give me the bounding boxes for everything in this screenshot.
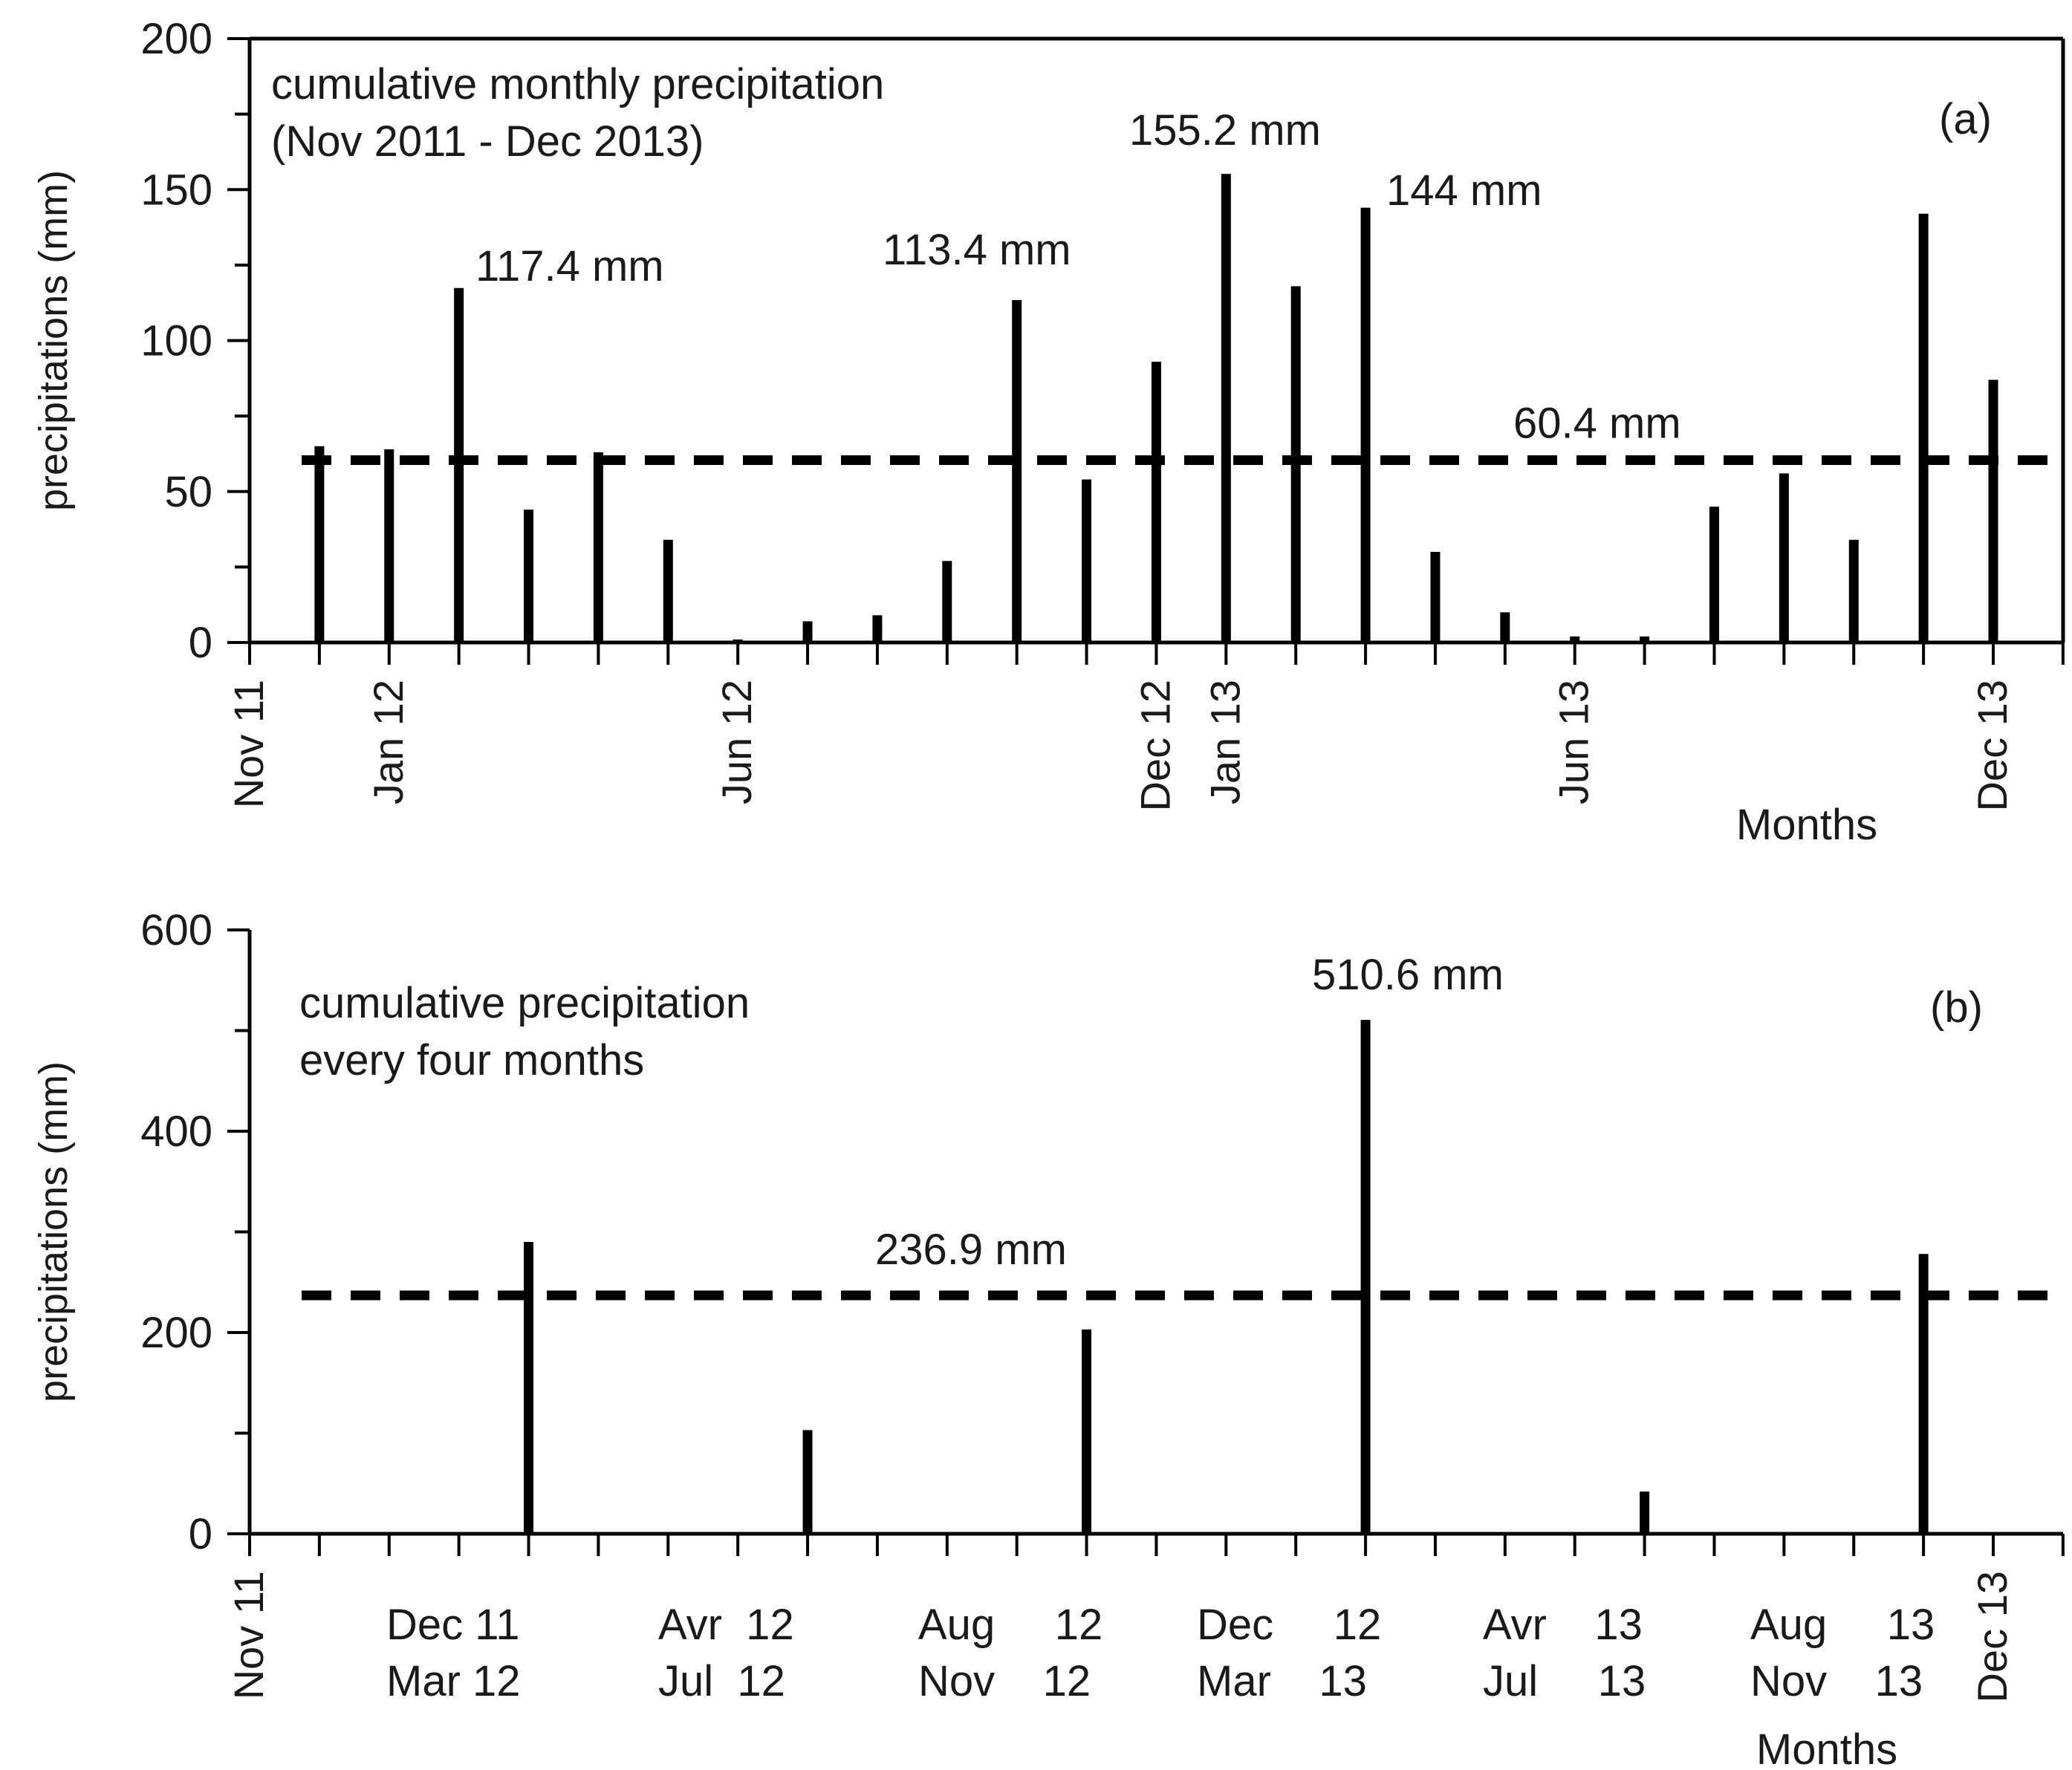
mean-label: 236.9 mm [875, 1226, 1067, 1274]
x-category-label: Jul 12 [658, 1657, 785, 1705]
y-tick-label: 0 [189, 1510, 212, 1558]
x-axis-title: Months [1736, 801, 1877, 849]
x-category-label: Avr 13 [1483, 1601, 1643, 1649]
x-tick-label: Jan 13 [1201, 680, 1248, 804]
chart-panel-a: 0 50 100 150 200 precipitations (mm) cumulativ… [31, 15, 2065, 849]
x-category-label: Mar 12 [386, 1657, 521, 1705]
x-tick-label: Dec 13 [1969, 680, 2016, 811]
chart-title-line: (Nov 2011 - Dec 2013) [271, 117, 704, 166]
x-category-label: Aug 12 [918, 1601, 1102, 1649]
chart-title-line: cumulative monthly precipitation [271, 60, 884, 108]
y-tick-label: 150 [140, 166, 212, 214]
panel-label: (a) [1939, 95, 1992, 143]
x-category-label: Dec 11 [386, 1601, 519, 1649]
chart-title-line: cumulative precipitation [299, 979, 750, 1027]
x-tick-label: Jun 13 [1550, 680, 1597, 804]
y-tick-label: 400 [140, 1107, 212, 1156]
y-tick-label: 200 [140, 1309, 212, 1357]
y-tick-label: 50 [164, 468, 212, 516]
x-tick-label: Jun 12 [713, 680, 760, 804]
bar-value-label: 510.6 mm [1312, 951, 1504, 999]
x-tick-label: Nov 11 [225, 680, 272, 808]
y-tick-label: 600 [140, 906, 212, 954]
bar-value-label: 144 mm [1386, 166, 1542, 215]
x-category-label: Mar 13 [1197, 1657, 1367, 1705]
x-category-label: Nov 12 [918, 1657, 1091, 1705]
bar-value-label: 155.2 mm [1129, 106, 1321, 154]
mean-label: 60.4 mm [1513, 399, 1681, 447]
x-category-label: Avr 12 [658, 1601, 794, 1649]
chart-title-line: every four months [299, 1036, 644, 1084]
chart-panel-b: 0 200 400 600 precipitations (mm) cumulative … [31, 906, 2065, 1770]
x-category-label: Dec 12 [1197, 1601, 1381, 1649]
x-category-label: Nov 13 [1750, 1657, 1923, 1705]
y-tick-label: 200 [140, 15, 212, 63]
panel-label: (b) [1930, 983, 1983, 1032]
x-category-label: Jul 13 [1483, 1657, 1646, 1705]
x-axis-title: Months [1756, 1725, 1897, 1770]
x-category-label: Aug 13 [1750, 1601, 1935, 1649]
bar-value-label: 113.4 mm [883, 226, 1071, 274]
x-tick-label: Nov 11 [225, 1571, 272, 1699]
y-tick-label: 100 [140, 317, 212, 365]
x-tick-label: Dec 12 [1131, 680, 1178, 811]
x-tick-label: Jan 12 [365, 680, 412, 804]
y-tick-label: 0 [189, 619, 212, 667]
x-tick-label: Dec 13 [1969, 1571, 2016, 1702]
y-axis-title: precipitations (mm) [31, 1061, 76, 1402]
bar-value-label: 117.4 mm [475, 242, 664, 290]
y-axis-title: precipitations (mm) [31, 170, 76, 511]
